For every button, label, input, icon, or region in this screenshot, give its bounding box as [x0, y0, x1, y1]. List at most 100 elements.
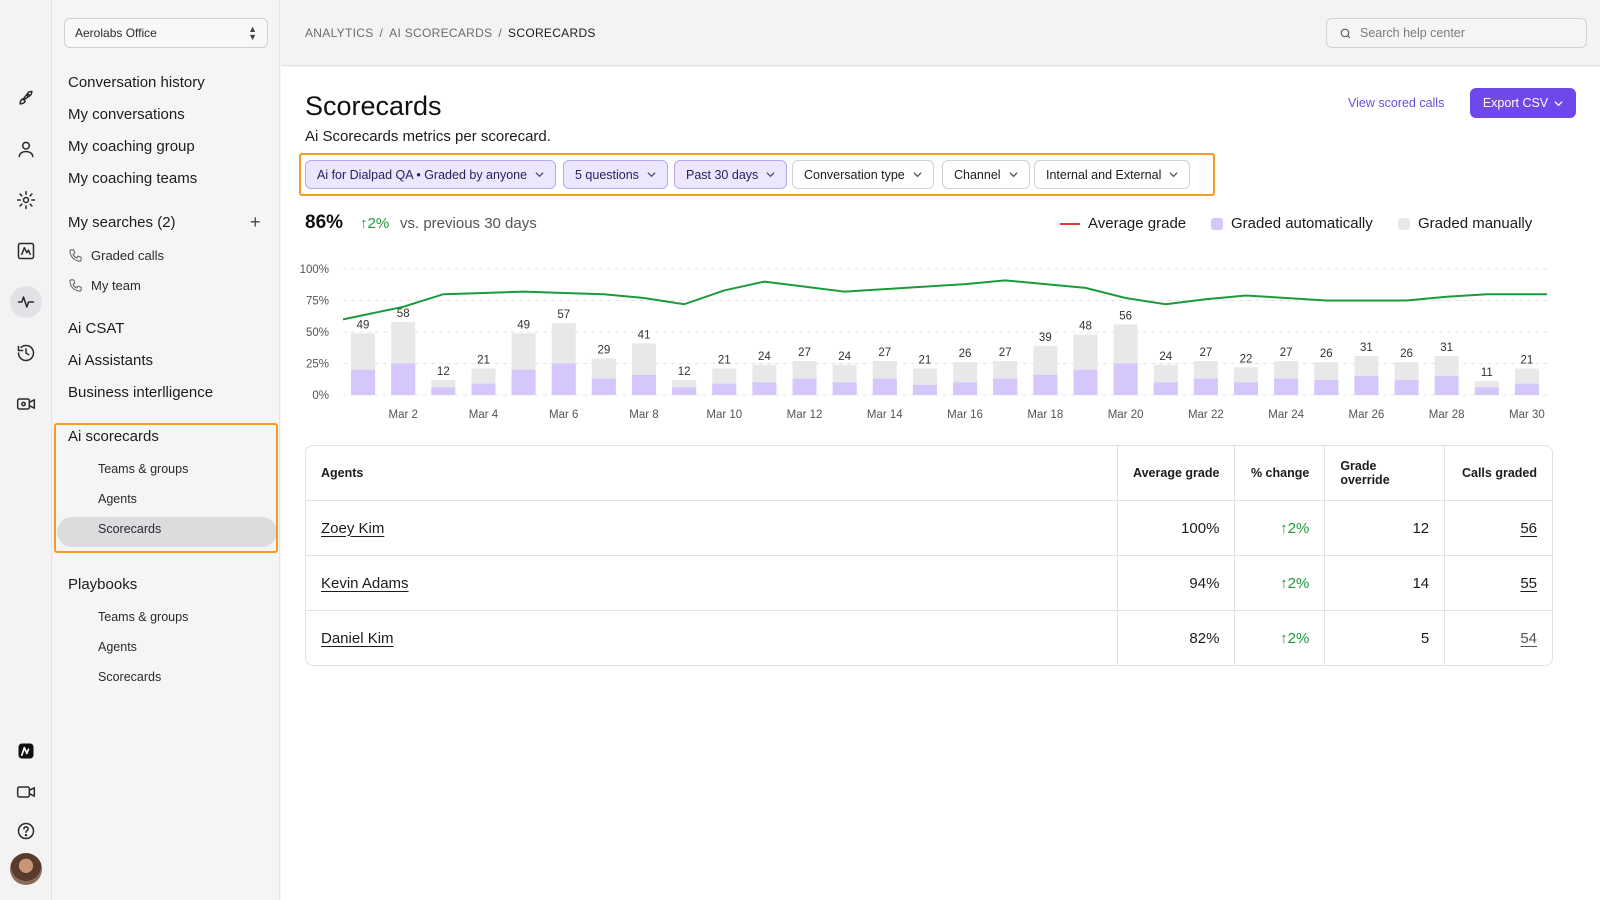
header-calls-graded[interactable]: Calls graded — [1461, 466, 1538, 480]
data-label: 49 — [357, 319, 370, 331]
legend-line-swatch — [1060, 222, 1080, 225]
calls-graded-link[interactable]: 54 — [1520, 629, 1538, 647]
header-change[interactable]: % change — [1235, 446, 1326, 500]
sidebar-sub-teams-groups[interactable]: Teams & groups — [98, 462, 189, 476]
sidebar-item-my-conversations[interactable]: My conversations — [68, 106, 185, 123]
x-tick-label: Mar 6 — [549, 409, 578, 421]
history-icon[interactable] — [10, 337, 42, 369]
chevron-down-icon — [647, 172, 656, 178]
video-settings-icon[interactable] — [10, 388, 42, 420]
filter-channel[interactable]: Channel — [942, 160, 1030, 189]
data-label: 27 — [878, 347, 891, 359]
calls-graded-link[interactable]: 55 — [1520, 574, 1538, 592]
sidebar-sub-playbook-teams[interactable]: Teams & groups — [98, 610, 189, 624]
search-box[interactable] — [1326, 18, 1587, 48]
data-label: 57 — [557, 309, 570, 321]
filter-date-range[interactable]: Past 30 days — [674, 160, 788, 189]
header-average-grade[interactable]: Average grade — [1118, 446, 1236, 500]
sidebar-item-playbooks[interactable]: Playbooks — [68, 576, 138, 593]
data-label: 22 — [1240, 353, 1253, 365]
change-value: 2% — [1287, 629, 1310, 647]
sidebar-item-ai-csat[interactable]: Ai CSAT — [68, 320, 125, 337]
gear-icon[interactable] — [10, 184, 42, 216]
x-tick-label: Mar 26 — [1349, 409, 1385, 421]
pulse-icon[interactable] — [10, 286, 42, 318]
search-input[interactable] — [1360, 26, 1560, 40]
data-label: 27 — [1199, 347, 1212, 359]
legend-label: Average grade — [1088, 215, 1187, 232]
data-label: 31 — [1440, 342, 1453, 354]
filter-conversation-type[interactable]: Conversation type — [792, 160, 934, 189]
bar-auto — [912, 384, 937, 395]
average-grade: 82% — [1118, 611, 1236, 665]
video-icon[interactable] — [10, 776, 42, 808]
y-tick-label: 100% — [300, 264, 329, 276]
sidebar-item-my-searches[interactable]: My searches (2) — [68, 214, 176, 231]
agent-link[interactable]: Daniel Kim — [321, 629, 394, 647]
filter-internal-external[interactable]: Internal and External — [1034, 160, 1191, 189]
bar-auto — [953, 382, 978, 395]
data-label: 26 — [1400, 348, 1413, 360]
crumb-analytics[interactable]: ANALYTICS — [305, 26, 374, 40]
sidebar-item-my-team[interactable]: My team — [68, 278, 141, 293]
sidebar-sub-playbook-agents[interactable]: Agents — [98, 640, 137, 654]
add-search-icon[interactable]: + — [250, 212, 261, 232]
sidebar-item-graded-calls[interactable]: Graded calls — [68, 248, 164, 263]
sidebar-item-conversation-history[interactable]: Conversation history — [68, 74, 205, 91]
sidebar-item-my-coaching-group[interactable]: My coaching group — [68, 138, 195, 155]
help-icon[interactable] — [10, 815, 42, 847]
arrow-up-icon: ↑ — [360, 215, 368, 232]
filter-label: Past 30 days — [686, 167, 759, 182]
filter-questions[interactable]: 5 questions — [563, 160, 668, 189]
sidebar-sub-scorecards[interactable]: Scorecards — [98, 522, 162, 536]
data-label: 21 — [1521, 355, 1534, 367]
export-csv-button[interactable]: Export CSV — [1470, 88, 1576, 118]
export-label: Export CSV — [1482, 96, 1549, 110]
grade-override: 14 — [1325, 556, 1446, 610]
sidebar-sub-agents[interactable]: Agents — [98, 492, 137, 506]
kpi-change: ↑2% — [360, 215, 389, 232]
calls-graded-link[interactable]: 56 — [1520, 519, 1538, 537]
view-scored-calls-link[interactable]: View scored calls — [1348, 96, 1445, 110]
filter-scorecard[interactable]: Ai for Dialpad QA • Graded by anyone — [305, 160, 557, 189]
crumb-ai-scorecards[interactable]: AI SCORECARDS — [389, 26, 493, 40]
chevron-updown-icon: ▲ ▼ — [248, 24, 257, 42]
agent-link[interactable]: Kevin Adams — [321, 574, 409, 592]
chevron-down-icon — [766, 172, 775, 178]
bar-auto — [632, 374, 656, 395]
bar-auto — [1474, 387, 1499, 395]
avatar[interactable] — [10, 853, 42, 885]
my-team-label: My team — [91, 278, 141, 293]
person-icon[interactable] — [10, 133, 42, 165]
kpi-change-value: 2% — [367, 215, 390, 232]
rocket-icon[interactable] — [10, 82, 42, 114]
bar-auto — [1033, 374, 1058, 395]
header-grade-override[interactable]: Grade override — [1325, 446, 1446, 500]
sidebar-item-my-coaching-teams[interactable]: My coaching teams — [68, 170, 198, 187]
data-label: 11 — [1481, 367, 1493, 379]
legend-manual-swatch — [1398, 217, 1410, 230]
sidebar-item-ai-assistants[interactable]: Ai Assistants — [68, 352, 154, 369]
arrow-up-icon: ↑ — [1280, 629, 1288, 647]
analytics-icon[interactable] — [10, 235, 42, 267]
arrow-up-icon: ↑ — [1280, 574, 1288, 592]
bar-auto — [712, 383, 737, 395]
page-subtitle: Ai Scorecards metrics per scorecard. — [305, 128, 551, 145]
chevron-down-icon — [1169, 172, 1178, 178]
bar-auto — [391, 363, 416, 395]
header-agents[interactable]: Agents — [306, 446, 1118, 500]
x-tick-label: Mar 24 — [1268, 409, 1304, 421]
bar-auto — [1314, 379, 1339, 395]
x-tick-label: Mar 22 — [1188, 409, 1224, 421]
x-tick-label: Mar 14 — [867, 409, 903, 421]
sidebar-sub-playbook-scorecards[interactable]: Scorecards — [98, 670, 162, 684]
data-label: 26 — [959, 348, 972, 360]
bar-auto — [872, 378, 897, 395]
data-label: 49 — [517, 319, 530, 331]
agent-link[interactable]: Zoey Kim — [321, 519, 385, 537]
sidebar-item-ai-scorecards[interactable]: Ai scorecards — [68, 428, 159, 445]
ai-logo-icon[interactable] — [10, 735, 42, 767]
main-content: Scorecards Ai Scorecards metrics per sco… — [281, 67, 1600, 900]
sidebar-item-business-intelligence[interactable]: Business interlligence — [68, 384, 214, 401]
org-select[interactable]: Aerolabs Office ▲ ▼ — [64, 18, 268, 48]
